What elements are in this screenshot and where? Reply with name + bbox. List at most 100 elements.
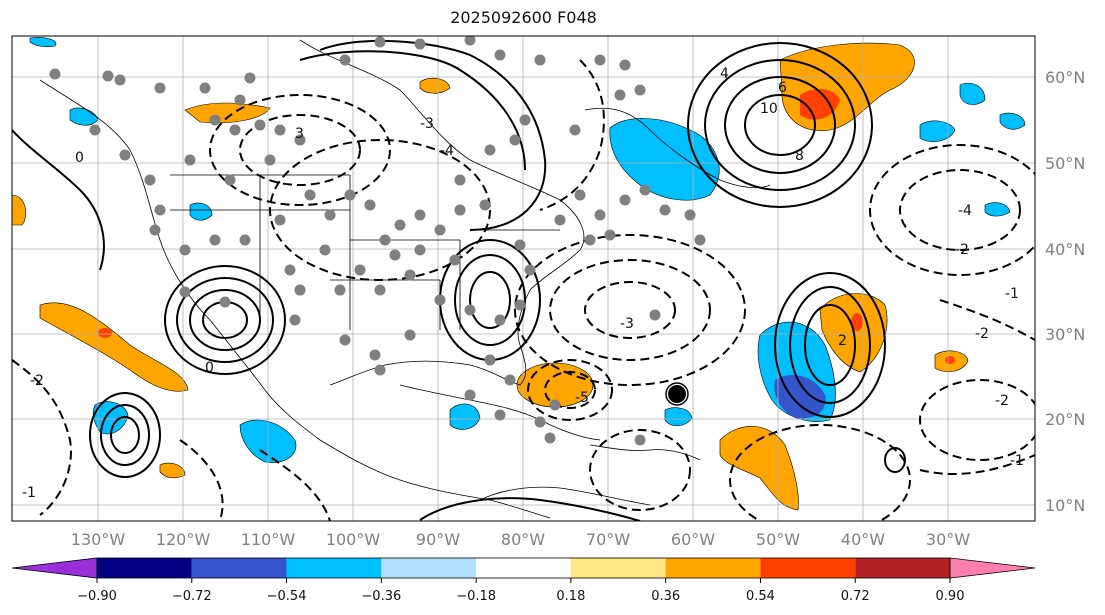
lon-label: 100°W [326, 530, 381, 549]
observation-dot [239, 234, 251, 246]
observation-dot [229, 124, 241, 136]
latitude-labels: 60°N 50°N 40°N 30°N 20°N 10°N [1045, 68, 1085, 515]
contour-label: 0 [75, 150, 84, 166]
observation-dot [464, 36, 476, 46]
observation-dot [102, 70, 114, 82]
contour-label: -2 [955, 242, 969, 258]
contour-label: -2 [30, 373, 44, 389]
observation-dot [324, 209, 336, 221]
observation-dot [334, 284, 346, 296]
observation-dot [264, 154, 276, 166]
observation-dot [374, 364, 386, 376]
observation-dots [49, 36, 706, 446]
colorbar-segment [97, 558, 192, 578]
lon-label: 70°W [586, 530, 630, 549]
colorbar-segment [855, 558, 950, 578]
colorbar-outline [96, 557, 951, 579]
shaded-positive-regions [12, 42, 969, 511]
solid-contours [12, 39, 906, 521]
lon-label: 60°W [671, 530, 715, 549]
lon-label: 120°W [156, 530, 211, 549]
observation-dot [574, 189, 586, 201]
lon-label: 110°W [241, 530, 296, 549]
contour-label: -1 [22, 485, 36, 501]
observation-dot [404, 269, 416, 281]
observation-dot [464, 304, 476, 316]
colorbar-segment [286, 558, 382, 578]
observation-dot [619, 194, 631, 206]
observation-dot [534, 54, 546, 66]
observation-dot [594, 54, 606, 66]
contour-label: -2 [975, 326, 989, 342]
contour-label: 8 [795, 148, 804, 164]
lat-label: 20°N [1045, 410, 1085, 429]
lon-label: 130°W [71, 530, 126, 549]
figure-title: 2025092600 F048 [450, 8, 597, 27]
observation-dot [379, 234, 391, 246]
lon-label: 30°W [926, 530, 970, 549]
observation-dot [694, 234, 706, 246]
observation-dot [414, 244, 426, 256]
lat-label: 50°N [1045, 154, 1085, 173]
observation-dot [449, 254, 461, 266]
observation-dot [149, 224, 161, 236]
observation-dot [484, 144, 496, 156]
observation-dot [184, 154, 196, 166]
observation-dot [344, 189, 356, 201]
observation-dot [634, 434, 646, 446]
observation-dot [369, 349, 381, 361]
observation-dot [464, 389, 476, 401]
observation-dot [144, 174, 156, 186]
contour-label: -3 [620, 316, 634, 332]
observation-dot [494, 409, 506, 421]
observation-dot [224, 174, 236, 186]
observation-dot [284, 264, 296, 276]
colorbar-ticks: −0.90 −0.72 −0.54 −0.36 −0.18 0.18 0.36 0.54 0.7… [77, 578, 964, 604]
observation-dot [454, 204, 466, 216]
observation-dot [154, 204, 166, 216]
observation-dot [649, 309, 661, 321]
contour-label: 0 [205, 360, 214, 376]
observation-dot [414, 38, 426, 50]
observation-dot [639, 184, 651, 196]
colorbar-tick-label: 0.18 [556, 589, 585, 604]
contour-label: -1 [1010, 453, 1024, 469]
observation-dot [544, 432, 556, 444]
observation-dot [199, 82, 211, 94]
observation-dot [374, 36, 386, 48]
contour-label: -1 [1005, 286, 1019, 302]
observation-dot [114, 74, 126, 86]
observation-dot [584, 234, 596, 246]
observation-dot [509, 134, 521, 146]
lat-label: 40°N [1045, 240, 1085, 259]
observation-dot [404, 329, 416, 341]
colorbar-tick-label: 0.36 [651, 589, 680, 604]
lat-label: 30°N [1045, 325, 1085, 344]
observation-dot [479, 199, 491, 211]
colorbar-tick-label: 0.54 [746, 589, 775, 604]
observation-dot [389, 249, 401, 261]
observation-dot [234, 94, 246, 106]
observation-dot [684, 209, 696, 221]
colorbar-extend-high [949, 557, 1036, 579]
storm-marker [668, 385, 686, 403]
observation-dot [254, 119, 266, 131]
lon-label: 80°W [501, 530, 545, 549]
observation-dot [454, 174, 466, 186]
observation-dot [274, 214, 286, 226]
observation-dot [484, 354, 496, 366]
observation-dot [514, 239, 526, 251]
observation-dot [294, 284, 306, 296]
dashed-contours [12, 59, 1035, 521]
observation-dot [294, 134, 306, 146]
lat-label: 60°N [1045, 68, 1085, 87]
observation-dot [569, 124, 581, 136]
observation-dot [209, 114, 221, 126]
observation-dot [179, 286, 191, 298]
plot-frame [11, 35, 1036, 522]
colorbar-tick-label: 0.72 [841, 589, 870, 604]
observation-dot [434, 224, 446, 236]
observation-dot [244, 72, 256, 84]
contour-label: 4 [720, 66, 729, 82]
